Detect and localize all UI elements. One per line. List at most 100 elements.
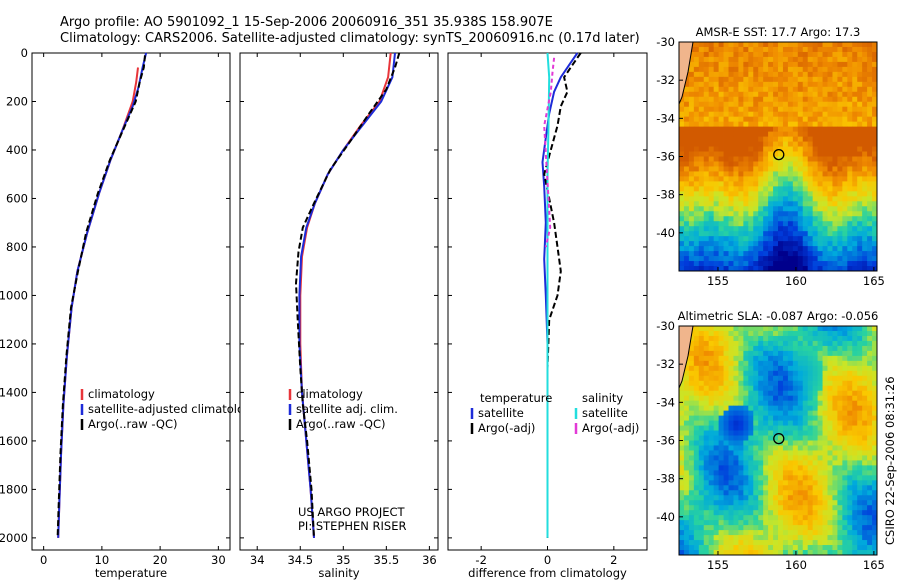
map-cell — [758, 525, 764, 531]
map-cell — [683, 161, 690, 167]
map-cell — [802, 71, 809, 78]
map-cell — [698, 450, 705, 456]
map-cell — [792, 191, 799, 197]
map-cell — [832, 395, 838, 402]
map-cell — [723, 186, 729, 192]
map-cell — [867, 355, 873, 362]
map-cell — [698, 236, 705, 242]
map-cell — [698, 151, 705, 157]
map-cell — [862, 196, 868, 202]
map-cell — [787, 121, 794, 128]
map-cell — [832, 500, 838, 506]
map-cell — [703, 500, 710, 506]
map-cell — [688, 256, 695, 262]
map-cell — [683, 156, 690, 162]
map-cell — [758, 535, 764, 541]
map-cell — [743, 161, 749, 167]
map-cell — [812, 405, 818, 412]
map-cell — [857, 81, 863, 88]
map-cell — [753, 475, 759, 481]
map-cell — [802, 415, 809, 421]
map-cell — [728, 440, 734, 446]
map-cell — [758, 520, 764, 526]
map-cell — [738, 221, 744, 227]
map-cell — [758, 181, 764, 187]
map-cell — [758, 231, 764, 237]
map-cell — [807, 51, 814, 58]
map-cell — [862, 241, 868, 247]
map-cell — [738, 186, 744, 192]
map-cell — [768, 66, 774, 73]
map-cell — [713, 246, 719, 252]
map-cell — [728, 176, 734, 182]
map-cell — [708, 530, 715, 536]
map-cell — [723, 71, 729, 78]
map-cell — [773, 530, 779, 536]
map-cell — [679, 445, 685, 451]
map-cell — [792, 91, 799, 98]
map-cell — [733, 505, 739, 511]
map-cell — [822, 390, 828, 397]
map-cell — [773, 415, 779, 421]
map-cell — [688, 226, 695, 232]
map-cell — [708, 380, 715, 387]
map-cell — [713, 425, 719, 431]
map-cell — [753, 425, 759, 431]
map-cell — [728, 256, 734, 262]
map-cell — [763, 455, 769, 461]
map-cell — [857, 266, 863, 271]
map-cell — [857, 186, 863, 192]
map-cell — [857, 335, 863, 342]
map-cell — [748, 191, 754, 197]
map-cell — [837, 380, 843, 387]
map-cell — [872, 550, 877, 555]
map-cell — [782, 51, 789, 58]
map-cell — [743, 216, 749, 222]
map-cell — [797, 226, 804, 232]
map-cell — [857, 410, 863, 417]
map-cell — [857, 111, 863, 118]
map-cell — [872, 106, 877, 113]
map-cell — [743, 520, 749, 526]
map-cell — [782, 141, 789, 147]
map-cell — [703, 535, 710, 541]
map-cell — [852, 161, 858, 167]
map-cell — [827, 430, 833, 436]
map-cell — [688, 470, 695, 476]
map-cell — [708, 226, 715, 232]
map-cell — [862, 475, 868, 481]
map-cell — [708, 360, 715, 367]
map-cell — [733, 86, 739, 93]
map-cell — [837, 500, 843, 506]
map-cell — [867, 390, 873, 397]
map-cell — [862, 455, 868, 461]
map-cell — [847, 475, 853, 481]
map-cell — [713, 226, 719, 232]
map-cell — [733, 340, 739, 347]
map-cell — [862, 465, 868, 471]
map-cell — [827, 251, 833, 257]
map-cell — [817, 445, 823, 451]
map-cell — [748, 475, 754, 481]
map-cell — [827, 171, 833, 177]
map-cell — [842, 455, 848, 461]
map-cell — [718, 191, 724, 197]
map-cell — [817, 156, 823, 162]
map-cell — [837, 236, 843, 242]
map-cell — [832, 445, 838, 451]
map-cell — [787, 251, 794, 257]
map-cell — [683, 490, 690, 496]
map-cell — [852, 405, 858, 412]
map-cell — [773, 171, 779, 177]
map-cell — [773, 136, 779, 142]
map-cell — [753, 171, 759, 177]
map-cell — [782, 450, 789, 456]
map-cell — [713, 515, 719, 521]
map-cell — [728, 131, 734, 137]
map-cell — [698, 241, 705, 247]
map-cell — [723, 136, 729, 142]
map-cell — [842, 236, 848, 242]
map-cell — [723, 370, 729, 377]
map-cell — [703, 181, 710, 187]
map-cell — [688, 211, 695, 217]
